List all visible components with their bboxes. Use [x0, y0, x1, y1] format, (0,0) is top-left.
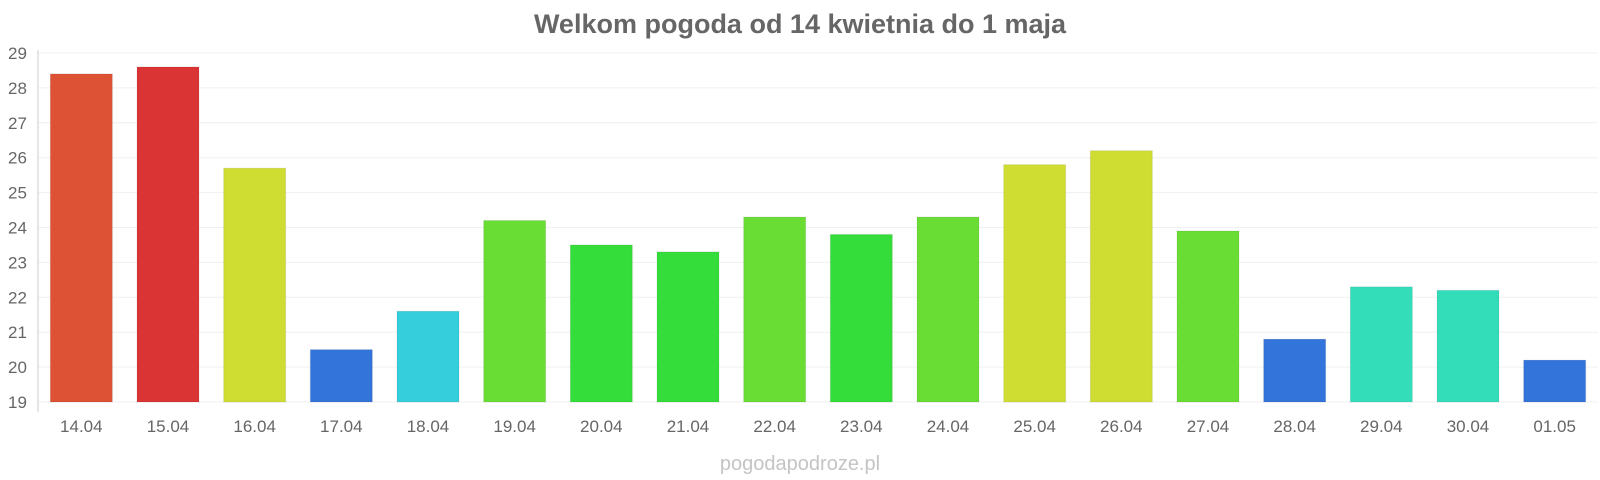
y-tick-label: 25: [8, 184, 27, 203]
x-tick-label: 16.04: [233, 417, 276, 436]
bar-01.05: [1523, 359, 1587, 403]
x-tick-label: 23.04: [840, 417, 883, 436]
y-tick-label: 27: [8, 114, 27, 133]
bar-14.04: [49, 73, 113, 403]
y-tick-label: 26: [8, 149, 27, 168]
x-tick-label: 18.04: [407, 417, 450, 436]
x-tick-label: 26.04: [1100, 417, 1143, 436]
x-tick-label: 15.04: [147, 417, 190, 436]
x-tick-label: 17.04: [320, 417, 363, 436]
x-tick-label: 29.04: [1360, 417, 1403, 436]
x-tick-label: 14.04: [60, 417, 103, 436]
bar-27.04: [1176, 230, 1240, 403]
x-tick-label: 30.04: [1447, 417, 1490, 436]
y-tick-label: 19: [8, 393, 27, 412]
bar-15.04: [136, 66, 200, 403]
bar-25.04: [1003, 164, 1067, 403]
bar-17.04: [309, 349, 373, 403]
bar-21.04: [656, 251, 720, 403]
bar-26.04: [1089, 150, 1153, 403]
bar-16.04: [223, 167, 287, 403]
x-tick-label: 01.05: [1533, 417, 1576, 436]
x-tick-label: 27.04: [1187, 417, 1230, 436]
y-tick-label: 28: [8, 79, 27, 98]
y-tick-label: 24: [8, 219, 27, 238]
x-tick-label: 20.04: [580, 417, 623, 436]
bar-28.04: [1263, 338, 1327, 403]
x-tick-label: 25.04: [1013, 417, 1056, 436]
y-tick-label: 22: [8, 288, 27, 307]
y-tick-label: 21: [8, 323, 27, 342]
bar-23.04: [829, 233, 893, 403]
chart-title: Welkom pogoda od 14 kwietnia do 1 maja: [534, 9, 1067, 39]
bar-20.04: [569, 244, 633, 403]
y-tick-label: 23: [8, 253, 27, 272]
x-tick-label: 24.04: [927, 417, 970, 436]
bar-19.04: [483, 220, 547, 403]
bar-18.04: [396, 310, 460, 403]
bar-24.04: [916, 216, 980, 403]
y-tick-label: 29: [8, 44, 27, 63]
x-tick-label: 22.04: [753, 417, 796, 436]
bar-22.04: [743, 216, 807, 403]
x-tick-label: 19.04: [493, 417, 536, 436]
bar-30.04: [1436, 289, 1500, 403]
watermark: pogodapodroze.pl: [720, 453, 880, 475]
y-tick-label: 20: [8, 358, 27, 377]
x-tick-label: 21.04: [667, 417, 710, 436]
bar-29.04: [1349, 286, 1413, 403]
x-tick-label: 28.04: [1273, 417, 1316, 436]
